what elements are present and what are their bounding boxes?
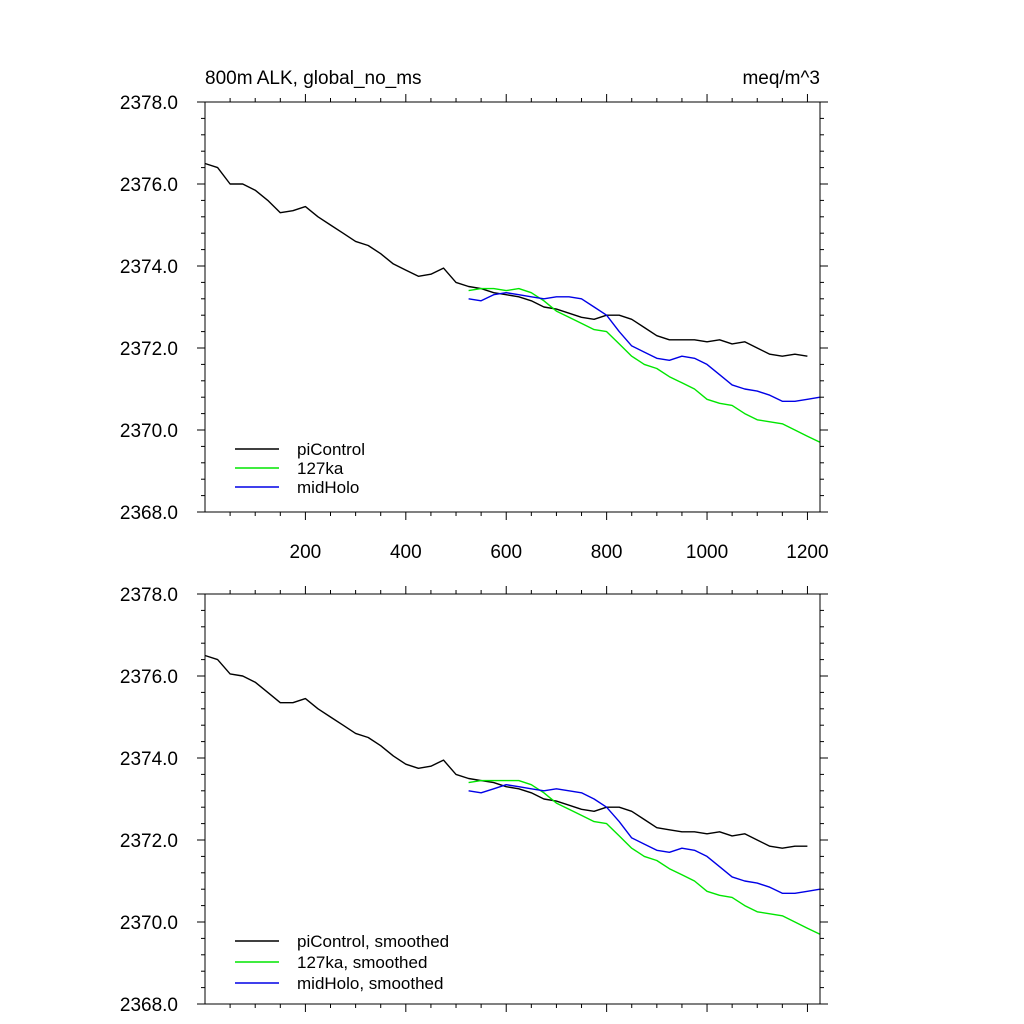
x-tick-label: 600 bbox=[490, 542, 522, 563]
series-line-127ka bbox=[468, 287, 821, 443]
top-panel-units: meq/m^3 bbox=[742, 68, 820, 89]
top-panel-series bbox=[204, 162, 821, 443]
legend-label: piControl, smoothed bbox=[297, 932, 449, 951]
legend-label: midHolo bbox=[297, 478, 359, 497]
legend-label: piControl bbox=[297, 440, 365, 459]
series-line-piControl bbox=[204, 162, 808, 357]
top-panel-ticks: 2368.0 2370.0 2372.0 2374.0 2376.0 2378.0 200 4… bbox=[120, 93, 829, 563]
bottom-panel: 2368.0 2370.0 2372.0 2374.0 2376.0 2378.0 piC… bbox=[120, 585, 828, 1016]
x-tick-label: 800 bbox=[591, 542, 623, 563]
legend-label: 127ka bbox=[297, 459, 344, 478]
y-tick-label: 2376.0 bbox=[120, 175, 178, 196]
y-tick-label: 2374.0 bbox=[120, 257, 178, 278]
y-tick-label: 2378.0 bbox=[120, 585, 178, 606]
legend-label: 127ka, smoothed bbox=[297, 953, 427, 972]
y-tick-label: 2372.0 bbox=[120, 831, 178, 852]
y-tick-label: 2376.0 bbox=[120, 667, 178, 688]
x-tick-label: 400 bbox=[390, 542, 422, 563]
bottom-panel-legend: piControl, smoothed 127ka, smoothed midHol… bbox=[235, 932, 449, 993]
bottom-panel-plot-frame bbox=[204, 593, 821, 1005]
y-tick-label: 2378.0 bbox=[120, 93, 178, 114]
bottom-panel-series bbox=[204, 654, 821, 935]
series-line-midHolo bbox=[468, 784, 821, 894]
x-tick-label: 1000 bbox=[686, 542, 728, 563]
y-tick-label: 2370.0 bbox=[120, 913, 178, 934]
bottom-panel-ticks: 2368.0 2370.0 2372.0 2374.0 2376.0 2378.0 bbox=[120, 585, 828, 1016]
y-tick-label: 2368.0 bbox=[120, 995, 178, 1016]
y-tick-label: 2370.0 bbox=[120, 421, 178, 442]
top-panel-plot-frame bbox=[204, 101, 821, 513]
legend-label: midHolo, smoothed bbox=[297, 974, 443, 993]
y-tick-label: 2372.0 bbox=[120, 339, 178, 360]
y-tick-label: 2374.0 bbox=[120, 749, 178, 770]
x-tick-label: 1200 bbox=[786, 542, 828, 563]
series-line-127ka bbox=[468, 779, 821, 935]
top-panel-title: 800m ALK, global_no_ms bbox=[205, 68, 422, 89]
series-line-midHolo bbox=[468, 292, 821, 402]
top-panel: 800m ALK, global_no_ms meq/m^3 2368.0 237… bbox=[120, 68, 829, 563]
x-tick-label: 200 bbox=[290, 542, 322, 563]
y-tick-label: 2368.0 bbox=[120, 503, 178, 524]
series-line-piControl bbox=[204, 654, 808, 849]
